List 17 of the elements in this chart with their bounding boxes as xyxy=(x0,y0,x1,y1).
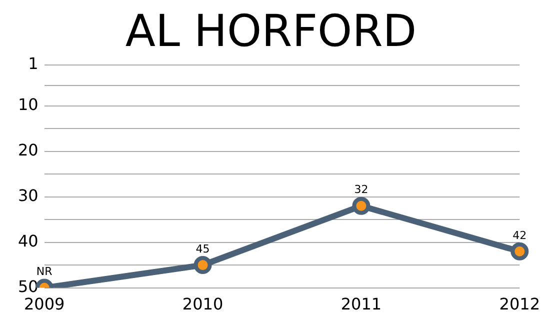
data-label: 32 xyxy=(354,183,368,196)
point xyxy=(510,242,529,260)
chart-title: AL HORFORD xyxy=(125,6,417,57)
point xyxy=(352,196,370,215)
data-label: 45 xyxy=(196,242,210,256)
y-tick-label: 40 xyxy=(18,231,38,250)
y-tick-label: 1 xyxy=(28,54,38,73)
x-tick-label: 2012 xyxy=(499,294,540,314)
y-tick-label: 10 xyxy=(18,94,38,114)
data-label: 42 xyxy=(512,228,527,242)
x-tick-label: 2009 xyxy=(24,294,65,314)
x-tick-label: 2011 xyxy=(340,294,382,314)
y-tick-label: 20 xyxy=(18,140,38,160)
y-tick-label: 30 xyxy=(18,186,38,205)
x-tick-label: 2010 xyxy=(182,294,224,314)
point xyxy=(194,256,212,274)
data-label: NR xyxy=(36,265,53,278)
